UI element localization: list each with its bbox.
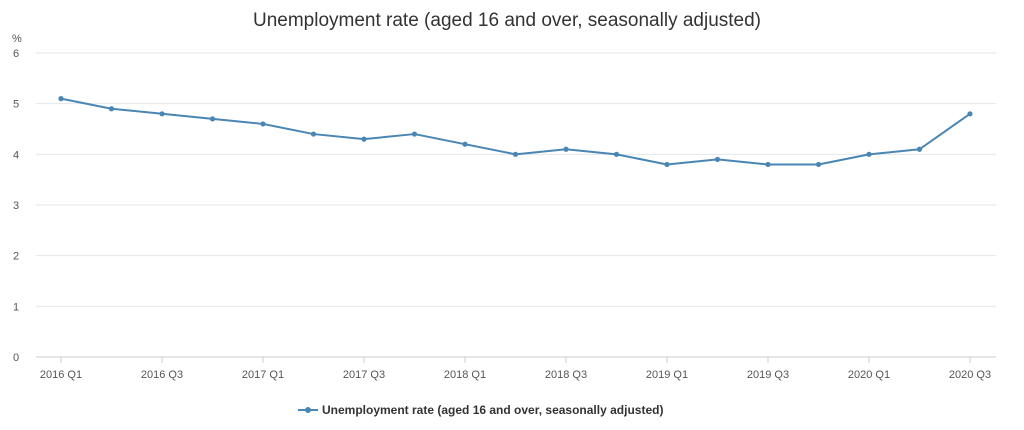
- y-tick-label: 2: [13, 251, 19, 263]
- x-axis-ticks: 2016 Q1 2016 Q3 2017 Q1 2017 Q3 2018 Q1 2018 …: [40, 357, 991, 381]
- data-point[interactable]: [765, 161, 771, 168]
- data-point[interactable]: [361, 136, 367, 142]
- y-axis-ticks: 0 1 2 3 4 5 6: [13, 48, 19, 364]
- legend[interactable]: Unemployment rate (aged 16 and over, sea…: [298, 403, 663, 417]
- x-tick-label: 2017 Q1: [242, 369, 284, 381]
- x-tick-label: 2020 Q1: [848, 369, 890, 381]
- x-tick-label: 2018 Q1: [444, 369, 486, 381]
- y-axis-unit: %: [12, 33, 22, 45]
- y-tick-label: 1: [13, 301, 19, 313]
- y-tick-label: 5: [13, 99, 19, 111]
- data-point[interactable]: [967, 111, 973, 117]
- x-tick-label: 2020 Q3: [949, 369, 991, 381]
- data-point[interactable]: [916, 146, 923, 152]
- data-point[interactable]: [58, 96, 64, 102]
- data-point[interactable]: [159, 111, 165, 117]
- x-tick-label: 2016 Q3: [141, 369, 183, 381]
- x-tick-label: 2019 Q1: [646, 369, 688, 381]
- y-tick-label: 0: [13, 352, 19, 364]
- x-tick-label: 2018 Q3: [545, 369, 587, 381]
- data-point[interactable]: [411, 131, 418, 137]
- data-point[interactable]: [815, 161, 822, 168]
- data-point[interactable]: [613, 151, 620, 157]
- y-tick-label: 4: [13, 149, 19, 161]
- data-point[interactable]: [310, 131, 317, 137]
- gridlines: [36, 52, 996, 307]
- x-tick-label: 2017 Q3: [343, 369, 385, 381]
- y-tick-label: 3: [13, 200, 19, 212]
- x-tick-label: 2019 Q3: [747, 369, 789, 381]
- data-point[interactable]: [563, 146, 569, 152]
- data-point[interactable]: [714, 156, 721, 162]
- data-point[interactable]: [108, 106, 115, 112]
- x-tick-label: 2016 Q1: [40, 369, 82, 381]
- legend-marker-swatch: [305, 407, 311, 413]
- legend-label: Unemployment rate (aged 16 and over, sea…: [322, 403, 663, 417]
- chart-title: Unemployment rate (aged 16 and over, sea…: [253, 10, 761, 31]
- data-point[interactable]: [209, 116, 216, 122]
- y-tick-label: 6: [13, 48, 19, 60]
- data-point[interactable]: [664, 161, 670, 168]
- data-point[interactable]: [260, 121, 266, 127]
- series-layer: [58, 96, 973, 168]
- data-point[interactable]: [462, 141, 468, 147]
- data-point[interactable]: [512, 151, 519, 157]
- data-point[interactable]: [866, 151, 872, 157]
